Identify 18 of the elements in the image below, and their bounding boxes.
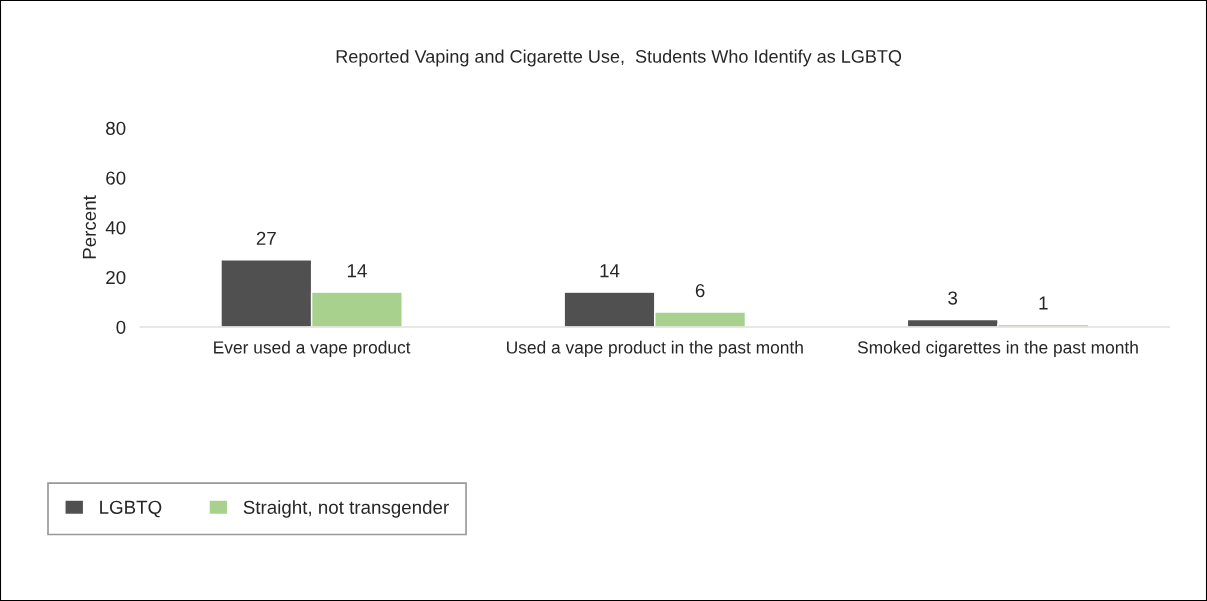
data-label: 3 [948, 291, 958, 305]
x-tick-label: Ever used a vape product [214, 340, 411, 358]
legend-label: LGBTQ [100, 500, 162, 518]
y-tick-label: 0 [116, 320, 126, 334]
y-tick-label: 20 [106, 270, 126, 285]
y-tick-label: 40 [105, 221, 126, 235]
y-tick-label: 60 [106, 171, 126, 185]
y-tick-label: 80 [106, 121, 126, 135]
y-axis-title: Percent [82, 195, 97, 259]
data-label: 27 [256, 231, 276, 245]
x-tick-label: Used a vape product in the past month [507, 340, 803, 358]
legend-label: Straight, not transgender [243, 500, 449, 518]
chart-title: Reported Vaping and Cigarette Use, Students Who Identify as LGBTQ [336, 49, 902, 67]
data-label: 14 [600, 264, 620, 278]
data-label: 1 [1039, 296, 1048, 310]
data-label: 14 [347, 264, 367, 278]
data-label: 6 [695, 283, 705, 298]
x-tick-label: Smoked cigarettes in the past month [857, 340, 1138, 358]
